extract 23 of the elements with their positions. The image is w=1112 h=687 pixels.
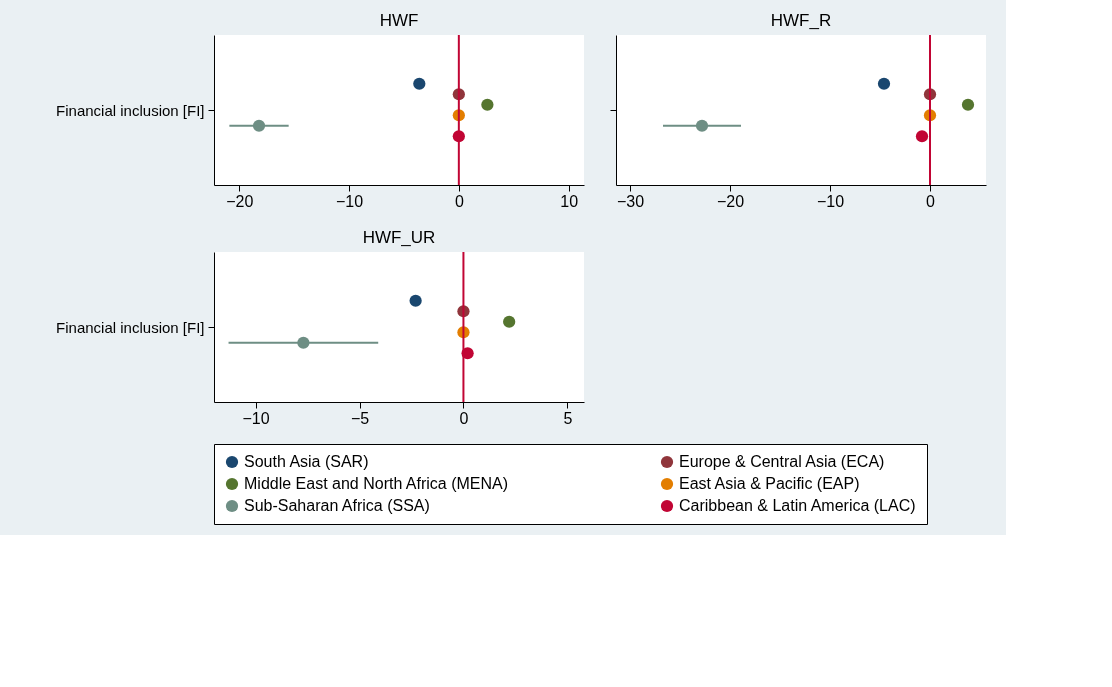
- x-tick-label: −20: [226, 192, 254, 210]
- y-tick-label: Financial inclusion [FI]: [56, 101, 205, 119]
- x-tick-label: 10: [560, 192, 579, 210]
- x-tick-label: 0: [926, 192, 936, 210]
- x-tick-label: 5: [563, 409, 573, 427]
- x-tick-label: −30: [616, 192, 645, 210]
- x-tick-label: −20: [716, 192, 745, 210]
- x-tick-label: 0: [459, 409, 469, 427]
- legend-label: East Asia & Pacific (EAP): [679, 475, 860, 492]
- legend-label: Europe & Central Asia (ECA): [679, 453, 885, 470]
- x-tick-label: −5: [350, 409, 370, 427]
- x-tick-label: −10: [816, 192, 845, 210]
- legend-label: Sub-Saharan Africa (SSA): [244, 497, 430, 514]
- legend-label: Caribbean & Latin America (LAC): [679, 497, 916, 514]
- x-tick-label: −10: [242, 409, 270, 427]
- chart-title: HWF_R: [770, 11, 832, 30]
- x-tick-label: 0: [454, 192, 464, 210]
- x-tick-label: −10: [335, 192, 364, 210]
- chart-title: HWF_UR: [362, 228, 436, 247]
- y-tick-label: Financial inclusion [FI]: [56, 318, 205, 336]
- legend-label: South Asia (SAR): [244, 453, 369, 470]
- legend-label: Middle East and North Africa (MENA): [244, 475, 509, 492]
- chart-title: HWF: [379, 11, 419, 30]
